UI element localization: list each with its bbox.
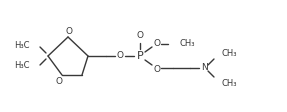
Text: P: P xyxy=(137,51,144,61)
Text: O: O xyxy=(154,65,160,73)
Text: O: O xyxy=(55,78,63,86)
Text: H₃C: H₃C xyxy=(15,42,30,51)
Text: O: O xyxy=(137,30,144,40)
Text: O: O xyxy=(117,52,123,60)
Text: N: N xyxy=(201,64,208,72)
Text: O: O xyxy=(154,39,160,47)
Text: CH₃: CH₃ xyxy=(221,48,236,57)
Text: H₃C: H₃C xyxy=(15,61,30,70)
Text: CH₃: CH₃ xyxy=(179,40,195,48)
Text: CH₃: CH₃ xyxy=(221,79,236,87)
Text: O: O xyxy=(65,28,73,37)
